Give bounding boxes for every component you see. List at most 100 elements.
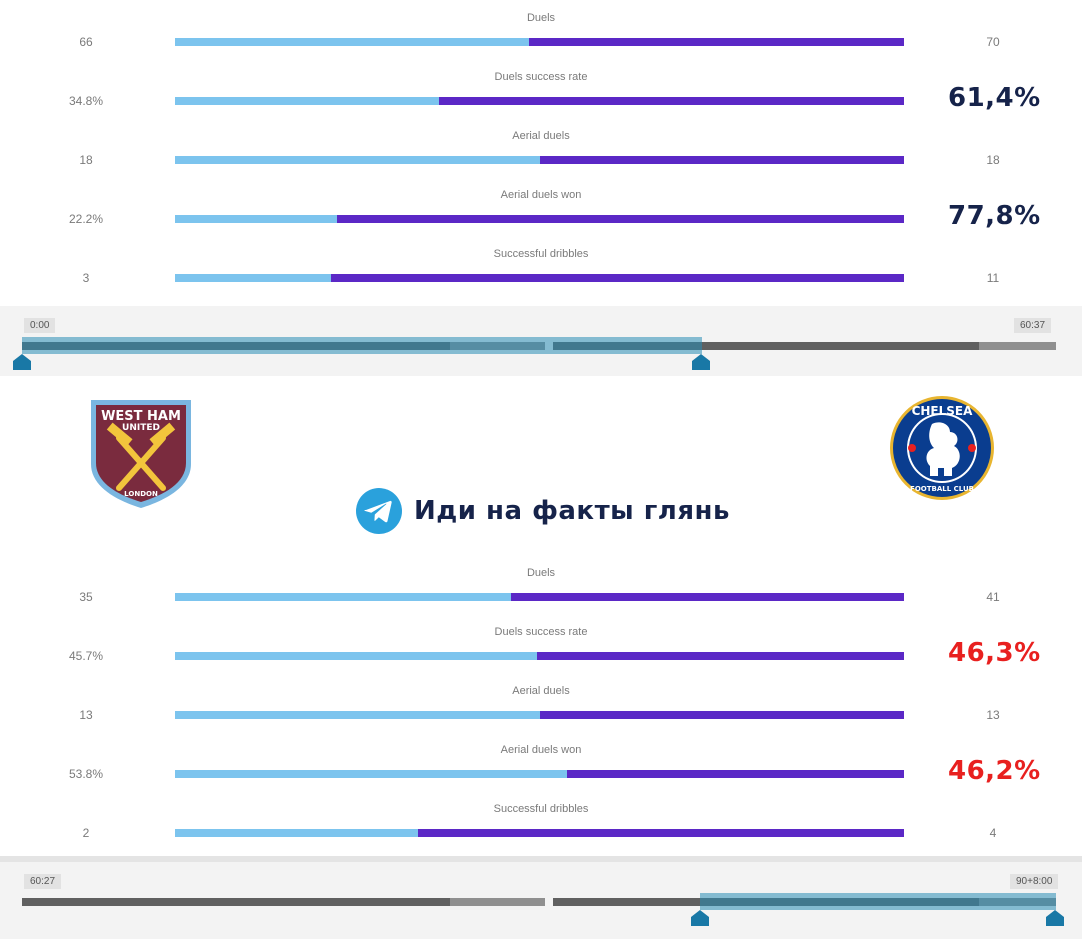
west-ham-logo-text: WEST HAM <box>101 409 181 424</box>
away-value: 77,8% <box>948 201 1041 231</box>
bottom-stats-panel: Duels 35 41 Duels success rate 45.7% 46,3% Aer… <box>0 555 1082 855</box>
stat-row: Successful dribbles 2 4 <box>0 791 1082 850</box>
home-bar-fill <box>175 593 512 601</box>
home-bar-fill <box>175 215 337 223</box>
stat-label: Successful dribbles <box>493 248 589 260</box>
stat-row: Aerial duels won 22.2% 77,8% <box>0 177 1082 236</box>
away-bar-fill <box>539 711 904 719</box>
stat-label: Aerial duels <box>512 685 570 697</box>
away-bar-fill <box>567 770 904 778</box>
stat-row: Aerial duels 13 13 <box>0 673 1082 732</box>
promo-text: Иди на факты глянь <box>414 496 730 526</box>
lion-crest-icon <box>926 422 960 476</box>
home-bar-fill <box>175 156 540 164</box>
timeline-end-label: 60:37 <box>1014 318 1052 333</box>
home-value: 35 <box>79 590 93 604</box>
top-stats-panel: Duels 66 70 Duels success rate 34.8% 61,4% Aer… <box>0 0 1082 306</box>
home-bar-fill <box>175 38 529 46</box>
stat-row: Successful dribbles 3 11 <box>0 236 1082 295</box>
comparison-bar <box>175 215 904 223</box>
stat-label: Duels success rate <box>494 626 588 638</box>
comparison-bar <box>175 38 904 46</box>
comparison-bar <box>175 156 904 164</box>
home-value: 13 <box>79 708 93 722</box>
away-value: 61,4% <box>948 83 1041 113</box>
timeline-segment-first-half[interactable] <box>22 898 450 906</box>
away-bar-fill <box>417 829 904 837</box>
home-value: 3 <box>82 271 90 285</box>
timeline-segment-first-half-added[interactable] <box>450 898 545 906</box>
telegram-icon[interactable] <box>356 488 402 534</box>
away-value: 41 <box>986 590 1000 604</box>
away-bar-fill <box>438 97 904 105</box>
home-value: 53.8% <box>68 767 104 781</box>
chelsea-logo-text: CHELSEA <box>912 404 974 418</box>
chelsea-logo[interactable]: CHELSEA FOOTBALL CLUB <box>888 394 996 502</box>
top-timeline: 0:00 60:37 <box>0 306 1082 376</box>
away-bar-fill <box>331 274 904 282</box>
stat-label: Successful dribbles <box>493 803 589 815</box>
away-value: 18 <box>986 153 1000 167</box>
comparison-bar <box>175 97 904 105</box>
timeline-start-label: 0:00 <box>24 318 56 333</box>
stat-row: Duels success rate 34.8% 61,4% <box>0 59 1082 118</box>
home-bar-fill <box>175 652 538 660</box>
home-bar-fill <box>175 770 568 778</box>
timeline-selected-range[interactable] <box>22 337 702 354</box>
stat-label: Aerial duels <box>512 130 570 142</box>
home-value: 45.7% <box>68 649 104 663</box>
home-bar-fill <box>175 97 439 105</box>
stat-label: Duels <box>526 12 556 24</box>
home-value: 2 <box>82 826 90 840</box>
timeline-segment-second-half[interactable] <box>553 342 979 350</box>
crossed-hammers-icon <box>116 435 166 491</box>
comparison-bar <box>175 274 904 282</box>
timeline-end-handle[interactable] <box>1046 910 1064 926</box>
away-bar-fill <box>511 593 904 601</box>
timeline-end-handle[interactable] <box>692 354 710 370</box>
teams-header: WEST HAM UNITED LONDON CHELSEA FOOTBALL … <box>0 376 1082 554</box>
comparison-bar <box>175 593 904 601</box>
west-ham-logo-city: LONDON <box>124 490 158 498</box>
away-bar-fill <box>539 156 904 164</box>
away-value: 13 <box>986 708 1000 722</box>
stat-label: Duels <box>526 567 556 579</box>
stat-label: Duels success rate <box>494 71 588 83</box>
home-value: 18 <box>79 153 93 167</box>
comparison-bar <box>175 829 904 837</box>
timeline-end-label: 90+8:00 <box>1010 874 1059 889</box>
comparison-bar <box>175 711 904 719</box>
stat-row: Duels success rate 45.7% 46,3% <box>0 614 1082 673</box>
telegram-promo[interactable]: Иди на факты глянь <box>356 488 730 534</box>
away-value: 46,3% <box>948 638 1041 668</box>
stat-row: Duels 66 70 <box>0 0 1082 59</box>
away-bar-fill <box>528 38 904 46</box>
timeline-segment-second-half-added[interactable] <box>979 342 1056 350</box>
away-value: 11 <box>986 271 1000 285</box>
bottom-timeline: 60:27 90+8:00 <box>0 862 1082 939</box>
stat-label: Aerial duels won <box>500 189 582 201</box>
section-divider <box>0 856 1082 862</box>
timeline-start-handle[interactable] <box>691 910 709 926</box>
comparison-bar <box>175 770 904 778</box>
west-ham-logo[interactable]: WEST HAM UNITED LONDON <box>89 398 193 510</box>
timeline-start-handle[interactable] <box>13 354 31 370</box>
home-value: 22.2% <box>68 212 104 226</box>
comparison-bar <box>175 652 904 660</box>
stat-label: Aerial duels won <box>500 744 582 756</box>
away-bar-fill <box>537 652 904 660</box>
home-bar-fill <box>175 829 418 837</box>
west-ham-logo-subtext: UNITED <box>122 423 160 433</box>
home-bar-fill <box>175 711 540 719</box>
stat-row: Aerial duels won 53.8% 46,2% <box>0 732 1082 791</box>
home-value: 34.8% <box>68 94 104 108</box>
away-bar-fill <box>336 215 904 223</box>
home-bar-fill <box>175 274 331 282</box>
stat-row: Duels 35 41 <box>0 555 1082 614</box>
timeline-start-label: 60:27 <box>24 874 62 889</box>
away-value: 4 <box>989 826 997 840</box>
timeline-selected-range[interactable] <box>700 893 1056 910</box>
away-value: 70 <box>986 35 1000 49</box>
chelsea-logo-subtext: FOOTBALL CLUB <box>910 485 974 493</box>
home-value: 66 <box>79 35 93 49</box>
